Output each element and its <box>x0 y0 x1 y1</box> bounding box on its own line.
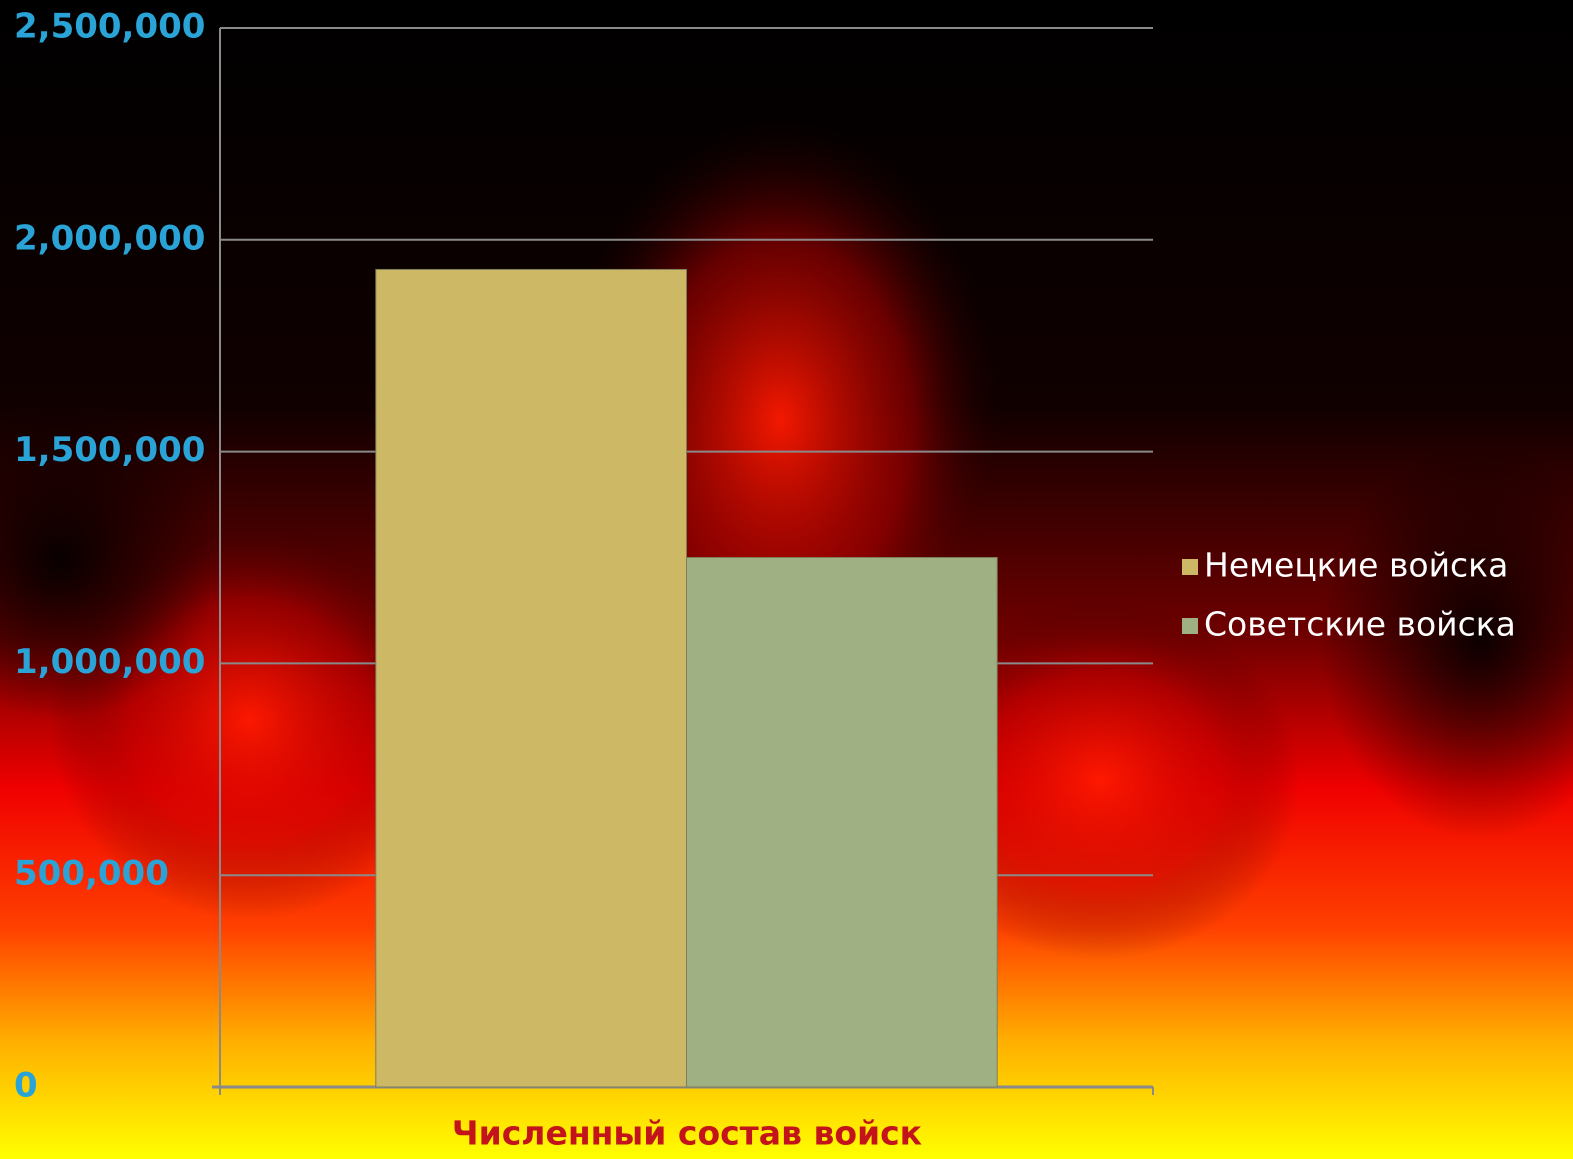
y-tick-label: 1,000,000 <box>14 642 205 682</box>
bar <box>686 557 998 1088</box>
y-tick-label: 500,000 <box>14 854 169 894</box>
legend-swatch <box>1182 559 1198 575</box>
y-tick-label: 2,000,000 <box>14 218 205 258</box>
legend-label: Немецкие войска <box>1204 546 1508 585</box>
category-label: Численный состав войск <box>452 1114 922 1153</box>
legend-swatch <box>1182 618 1198 634</box>
y-tick-label: 1,500,000 <box>14 430 205 470</box>
bar <box>375 268 687 1088</box>
y-tick-label: 2,500,000 <box>14 7 205 47</box>
y-tick-label: 0 <box>14 1066 38 1106</box>
legend-label: Советские войска <box>1204 605 1516 644</box>
